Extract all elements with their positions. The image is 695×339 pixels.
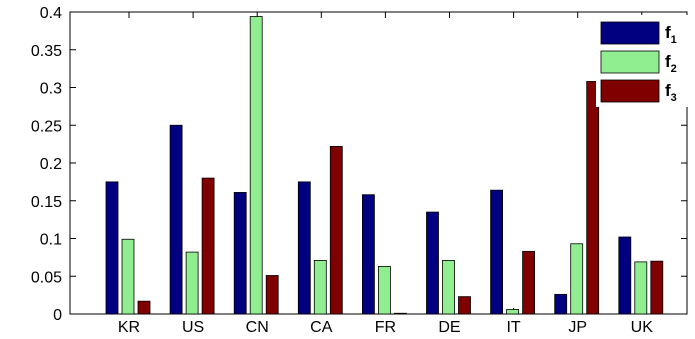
x-tick-label: DE	[438, 319, 460, 336]
legend-series-subscript: 3	[671, 92, 677, 104]
bar-ca-f1	[297, 181, 311, 315]
bar-de-f1	[426, 211, 439, 315]
bar-de-f3	[458, 296, 471, 315]
legend-label-f3: f3	[665, 81, 677, 104]
bar-us-f1	[169, 124, 183, 315]
y-tick-label: 0.05	[31, 269, 62, 286]
y-tick-label: 0.4	[40, 5, 62, 22]
y-tick-label: 0.1	[40, 232, 62, 249]
x-tick-label: IT	[506, 319, 520, 336]
bar-fr-f1	[361, 194, 375, 315]
bar-jp-f1	[554, 293, 568, 315]
legend-label-f2: f2	[665, 52, 677, 75]
bar-it-f2	[506, 309, 520, 315]
x-tick-label: FR	[375, 319, 396, 336]
bar-cn-f1	[233, 192, 247, 315]
bar-ca-f2	[313, 259, 327, 315]
bar-jp-f2	[570, 243, 584, 315]
x-tick-label: JP	[568, 319, 587, 336]
x-tick-label: UK	[631, 319, 654, 336]
legend-label-f1: f1	[665, 23, 677, 46]
y-tick-label: 0.3	[40, 81, 62, 98]
bar-fr-f2	[377, 266, 391, 315]
x-tick-label: CA	[310, 319, 333, 336]
bar-uk-f3	[650, 260, 664, 315]
bar-cn-f3	[265, 275, 279, 315]
bar-us-f2	[185, 251, 199, 315]
x-tick-label: CN	[246, 319, 269, 336]
bar-it-f3	[522, 250, 535, 315]
legend-series-subscript: 2	[671, 63, 677, 75]
bar-cn-f2	[249, 16, 263, 315]
bar-kr-f2	[121, 238, 135, 315]
bar-jp-f3	[586, 81, 600, 315]
bar-kr-f1	[105, 181, 119, 315]
legend-swatch-f1	[600, 21, 660, 45]
bars	[105, 16, 664, 315]
legend-series-subscript: 1	[671, 34, 677, 46]
y-tick-label: 0.2	[40, 156, 62, 173]
legend-swatch-f2	[600, 50, 660, 74]
bar-uk-f2	[634, 261, 648, 315]
bar-ca-f3	[329, 145, 343, 315]
y-tick-label: 0	[53, 307, 62, 324]
legend-series-name: f	[665, 81, 671, 100]
x-axis: KR US CN CA FR DE IT JP UK	[118, 12, 653, 336]
x-tick-label: KR	[118, 319, 140, 336]
y-axis: 0 0.05 0.1 0.15 0.2 0.25 0.3 0.35 0.4	[31, 5, 687, 324]
bar-fr-f3	[393, 312, 407, 315]
bar-us-f3	[201, 177, 215, 315]
bar-it-f1	[490, 189, 504, 315]
x-tick-label: US	[182, 319, 204, 336]
y-tick-label: 0.25	[31, 118, 62, 135]
bar-uk-f1	[618, 236, 632, 315]
bar-de-f2	[442, 259, 455, 315]
legend-series-name: f	[665, 52, 671, 71]
y-tick-label: 0.15	[31, 194, 62, 211]
bar-kr-f3	[137, 300, 151, 315]
legend-swatch-f3	[600, 79, 660, 103]
y-tick-label: 0.35	[31, 43, 62, 60]
legend-series-name: f	[665, 23, 671, 42]
